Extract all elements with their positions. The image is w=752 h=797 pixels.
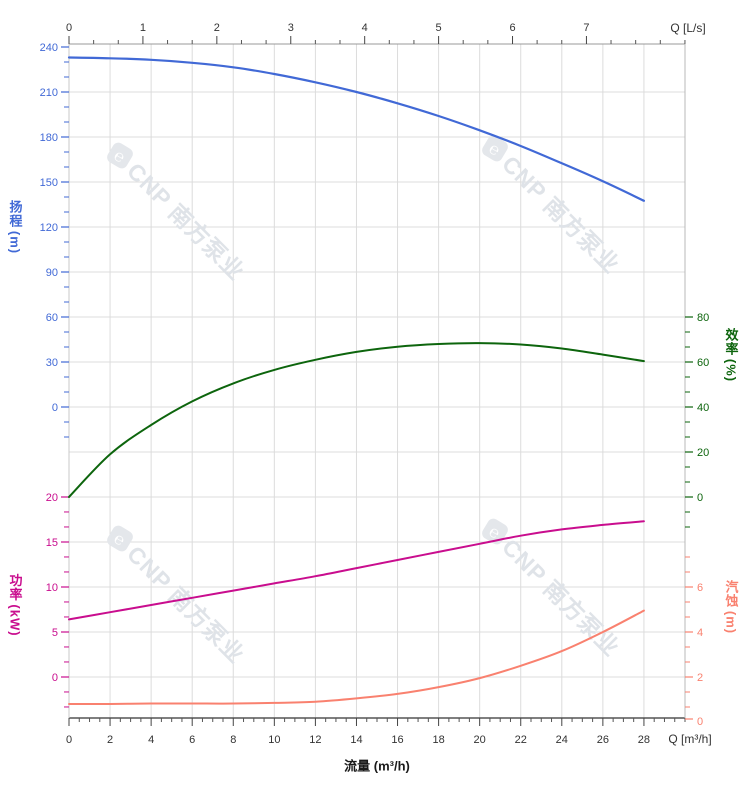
bottom-axis-tick-label: 2 [107, 734, 113, 746]
power-axis-title: 功率 (kW) [6, 573, 25, 636]
efficiency-axis-tick-label: 40 [697, 402, 709, 414]
bottom-axis-tick-label: 28 [638, 734, 650, 746]
efficiency-axis-title-text: 效率 [723, 327, 739, 356]
npsh-curve [68, 609, 645, 706]
npsh-axis-unit: (m) [723, 610, 739, 635]
npsh-axis-tick-label: 2 [697, 672, 703, 684]
npsh-axis-title: 汽蚀 (m) [722, 580, 741, 634]
efficiency-axis-tick-label: 20 [697, 447, 709, 459]
efficiency-axis-tick-label: 60 [697, 357, 709, 369]
watermark-text: CNP 南方泵业 [497, 534, 625, 662]
head-axis-title-text: 扬程 [7, 199, 23, 228]
top-axis-tick-label: 0 [66, 22, 72, 34]
head-axis-tick-label: 180 [40, 132, 58, 144]
npsh-axis-tick-label: 0 [697, 716, 703, 728]
top-axis-tick-label: 3 [288, 22, 294, 34]
bottom-axis-tick-label: 22 [515, 734, 527, 746]
watermark-text: CNP 南方泵业 [122, 158, 250, 286]
npsh-axis-tick-label: 4 [697, 627, 703, 639]
head-axis-tick-label: 60 [46, 312, 58, 324]
flow-axis-title: 流量 (m³/h) [344, 758, 410, 774]
bottom-axis-tick-label: 26 [597, 734, 609, 746]
power-axis-tick-label: 15 [46, 537, 58, 549]
power-axis-unit: (kW) [7, 604, 23, 637]
head-axis-tick-label: 150 [40, 177, 58, 189]
npsh-axis-title-text: 汽蚀 [723, 579, 739, 608]
head-axis-unit: (m) [7, 230, 23, 255]
head-axis-tick-label: 0 [52, 402, 58, 414]
watermark: ℮CNP 南方泵业 [107, 142, 250, 286]
watermark-logo-icon: ℮ [107, 525, 133, 552]
head-axis-tick-label: 120 [40, 222, 58, 234]
head-axis-tick-label: 30 [46, 357, 58, 369]
bottom-axis-tick-label: 6 [189, 734, 195, 746]
bottom-axis-tick-label: 8 [230, 734, 236, 746]
top-axis-tick-label: 2 [214, 22, 220, 34]
power-axis-title-text: 功率 [7, 573, 23, 602]
top-axis-unit-label: Q [L/s] [670, 21, 706, 35]
bottom-axis-tick-label: 14 [350, 734, 362, 746]
head-axis-title: 扬程 (m) [6, 200, 25, 254]
bottom-axis-tick-label: 12 [309, 734, 321, 746]
bottom-axis-unit-label: Q [m³/h] [668, 732, 712, 746]
efficiency-axis-title: 效率 (%) [722, 328, 741, 382]
bottom-axis-tick-label: 24 [556, 734, 568, 746]
top-axis-tick-label: 7 [583, 22, 589, 34]
top-axis-tick-label: 1 [140, 22, 146, 34]
head-curve [67, 56, 645, 202]
top-axis-tick-label: 5 [436, 22, 442, 34]
watermark-logo-icon: ℮ [107, 142, 133, 169]
bottom-axis-tick-label: 18 [432, 734, 444, 746]
watermark-text: CNP 南方泵业 [497, 151, 625, 279]
power-axis-tick-label: 5 [52, 627, 58, 639]
watermark-logo-icon: ℮ [482, 135, 508, 162]
efficiency-curve [68, 342, 645, 498]
efficiency-axis-tick-label: 0 [697, 492, 703, 504]
bottom-axis-tick-label: 0 [66, 734, 72, 746]
power-axis-tick-label: 10 [46, 582, 58, 594]
power-axis-tick-label: 0 [52, 672, 58, 684]
top-axis-tick-label: 4 [362, 22, 368, 34]
watermark-logo-icon: ℮ [482, 518, 508, 545]
head-axis-tick-label: 240 [40, 42, 58, 54]
bottom-axis-tick-label: 10 [268, 734, 280, 746]
top-axis-tick-label: 6 [509, 22, 515, 34]
efficiency-axis-unit: (%) [723, 358, 739, 383]
efficiency-axis-tick-label: 80 [697, 312, 709, 324]
bottom-axis-tick-label: 16 [391, 734, 403, 746]
watermark-text: CNP 南方泵业 [122, 541, 250, 669]
npsh-axis-tick-label: 6 [697, 582, 703, 594]
power-curve [68, 520, 645, 621]
bottom-axis-tick-label: 4 [148, 734, 154, 746]
head-axis-tick-label: 90 [46, 267, 58, 279]
bottom-axis-tick-label: 20 [474, 734, 486, 746]
head-axis-tick-label: 210 [40, 87, 58, 99]
power-axis-tick-label: 20 [46, 492, 58, 504]
